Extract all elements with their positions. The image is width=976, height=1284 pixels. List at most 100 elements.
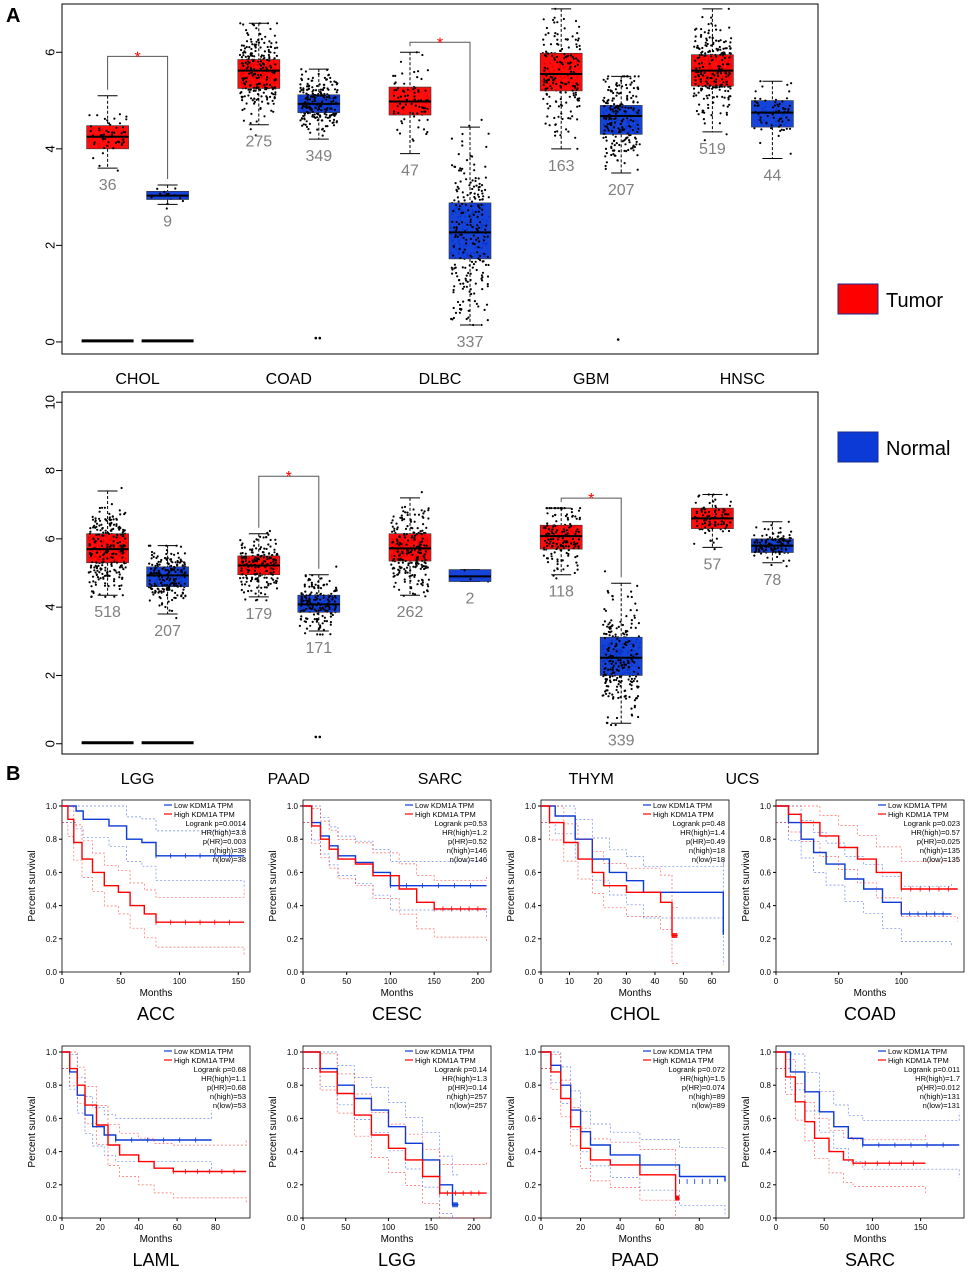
normal-point bbox=[781, 100, 784, 103]
normal-point bbox=[324, 609, 327, 612]
normal-point bbox=[322, 594, 325, 597]
x-category-label: GBM bbox=[573, 371, 609, 388]
tumor-point bbox=[396, 540, 399, 543]
tumor-point bbox=[244, 583, 247, 586]
tumor-point bbox=[104, 569, 107, 572]
normal-point bbox=[610, 672, 613, 675]
tumor-point bbox=[255, 40, 258, 43]
normal-point bbox=[630, 96, 633, 100]
y-tick-label: 4 bbox=[43, 145, 58, 152]
tumor-point bbox=[574, 65, 577, 68]
normal-point bbox=[301, 597, 304, 600]
normal-point bbox=[151, 587, 154, 590]
tumor-point bbox=[708, 62, 711, 65]
tumor-point bbox=[255, 120, 258, 123]
tumor-point bbox=[715, 55, 718, 58]
tumor-point bbox=[696, 57, 699, 60]
normal-point bbox=[613, 671, 616, 674]
tumor-point bbox=[706, 82, 709, 85]
tumor-point bbox=[725, 493, 728, 496]
normal-point bbox=[301, 117, 304, 120]
tumor-point bbox=[98, 571, 101, 574]
tumor-point bbox=[248, 560, 251, 563]
tumor-point bbox=[717, 523, 720, 526]
normal-point bbox=[451, 220, 454, 223]
tumor-point bbox=[416, 112, 419, 115]
normal-point bbox=[630, 707, 633, 710]
legend-label-high: High KDM1A TPM bbox=[415, 810, 476, 819]
tumor-point bbox=[417, 89, 420, 92]
tumor-point bbox=[562, 547, 566, 550]
tumor-point bbox=[88, 114, 91, 117]
tumor-point bbox=[405, 552, 408, 555]
normal-point bbox=[618, 84, 621, 87]
tumor-point bbox=[262, 91, 265, 94]
x-category-label: UCS bbox=[726, 771, 760, 788]
normal-point bbox=[786, 83, 789, 86]
tumor-point bbox=[418, 552, 422, 555]
tumor-point bbox=[250, 112, 253, 115]
tumor-point bbox=[411, 553, 414, 556]
tumor-point bbox=[544, 526, 547, 529]
tumor-point bbox=[273, 51, 276, 54]
normal-point bbox=[334, 596, 337, 599]
tumor-point bbox=[417, 513, 421, 516]
normal-point bbox=[323, 76, 326, 79]
normal-point bbox=[156, 187, 159, 190]
normal-point bbox=[177, 556, 180, 559]
normal-point bbox=[319, 633, 322, 636]
low-ci-lower bbox=[303, 1068, 459, 1219]
legend-label-low: Low KDM1A TPM bbox=[415, 1047, 474, 1056]
tumor-point bbox=[109, 523, 112, 526]
normal-point bbox=[759, 80, 762, 83]
normal-point bbox=[604, 609, 608, 612]
normal-point bbox=[167, 192, 170, 195]
tumor-point bbox=[724, 71, 727, 74]
tumor-point bbox=[563, 53, 566, 56]
normal-point bbox=[329, 615, 332, 618]
normal-point bbox=[161, 567, 164, 571]
tumor-point bbox=[424, 89, 427, 92]
normal-point bbox=[606, 721, 609, 725]
tumor-point bbox=[710, 16, 713, 19]
tumor-point bbox=[90, 564, 93, 567]
legend-label-normal: Normal bbox=[886, 438, 950, 460]
normal-point bbox=[335, 81, 338, 84]
tumor-point bbox=[97, 537, 100, 541]
x-axis-title: Months bbox=[381, 988, 414, 999]
normal-point bbox=[480, 323, 483, 327]
tumor-point bbox=[712, 96, 715, 99]
normal-point bbox=[483, 308, 486, 311]
tumor-point bbox=[275, 581, 278, 585]
tumor-point bbox=[87, 571, 90, 574]
tumor-point bbox=[392, 575, 395, 578]
tumor-point bbox=[576, 528, 579, 531]
tumor-point bbox=[707, 23, 710, 26]
normal-point bbox=[465, 274, 468, 277]
tumor-point bbox=[246, 63, 249, 66]
tumor-point bbox=[96, 569, 99, 572]
tumor-point bbox=[420, 578, 424, 581]
normal-point bbox=[471, 155, 474, 158]
normal-point bbox=[148, 579, 151, 582]
stat-line: n(low)=257 bbox=[450, 1101, 487, 1110]
tumor-point bbox=[728, 103, 731, 106]
normal-point bbox=[305, 104, 308, 108]
tumor-point bbox=[713, 80, 716, 83]
normal-point bbox=[623, 149, 626, 152]
normal-point bbox=[764, 99, 767, 102]
y-tick-label: 0.0 bbox=[46, 968, 58, 977]
normal-point bbox=[785, 565, 788, 568]
tumor-point bbox=[569, 70, 573, 73]
y-tick-label: 0.0 bbox=[287, 968, 299, 977]
tumor-point bbox=[392, 110, 396, 113]
tumor-point bbox=[401, 519, 404, 522]
tumor-point bbox=[552, 525, 555, 528]
tumor-point bbox=[427, 517, 430, 520]
normal-point bbox=[610, 153, 613, 157]
normal-point bbox=[617, 696, 620, 700]
normal-point bbox=[170, 552, 173, 556]
tumor-point bbox=[112, 518, 115, 521]
tumor-point bbox=[545, 541, 548, 544]
x-tick-label: 60 bbox=[173, 1223, 182, 1232]
